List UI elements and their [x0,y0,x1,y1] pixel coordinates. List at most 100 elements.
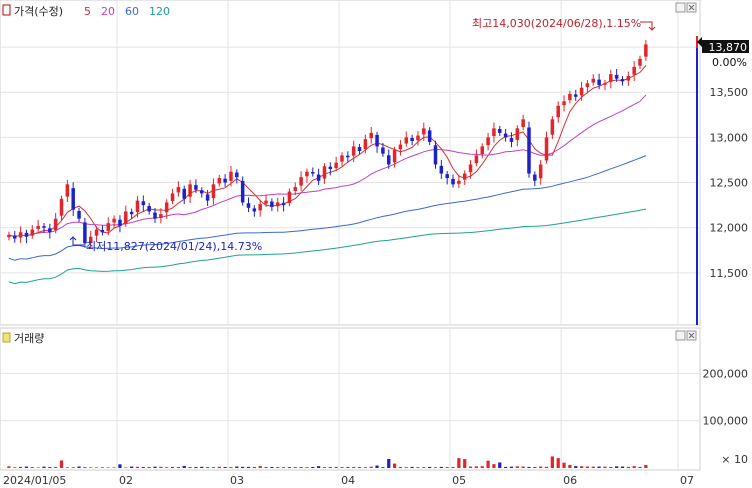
volume-bar [124,467,128,468]
candle-body [492,128,496,137]
candle-body [129,211,134,215]
candle-body [480,146,484,155]
x-tick-label: 06 [563,474,577,487]
volume-bar [211,467,216,468]
candle-body [100,229,105,233]
low-annotation: 최저11,827(2024/01/24),14.73% [86,240,262,253]
volume-bar [474,466,479,468]
volume-bar [422,467,426,468]
volume-bar [305,467,309,468]
candle-body [211,184,216,199]
candle-body [170,193,175,202]
candle-body [106,223,111,231]
candle-body [375,134,379,147]
candle-body [538,164,543,179]
volume-bar [644,465,648,468]
volume-bar [317,466,321,468]
volume-tick-label: 200,000 [703,367,749,380]
volume-bar [515,466,519,468]
volume-bar [550,456,554,468]
volume-bar [504,466,508,468]
change-percent: 0.00% [712,56,747,69]
minimize-panel-button[interactable] [675,330,686,341]
volume-bar [416,467,420,468]
candle-body [275,202,280,207]
volume-bar [346,467,350,468]
volume-bar [398,466,403,468]
volume-bar [457,458,461,468]
volume-bar [194,467,198,468]
candle-body [18,232,23,238]
volume-bar [626,466,630,468]
candle-body [316,174,321,181]
volume-bar [118,464,122,468]
candle-body [644,44,648,57]
candle-body [556,105,560,118]
price-tick-label: 11,500 [710,267,749,280]
volume-bar [176,466,180,468]
volume-bar [392,463,397,468]
candle-body [351,146,356,156]
volume-bar [59,460,64,468]
volume-bar [311,467,315,468]
candle-body [30,229,35,236]
candle-body [638,58,642,66]
candle-body [579,87,584,96]
candle-body [474,155,479,164]
volume-bar [591,466,595,468]
volume-bar [112,467,116,468]
candle-body [24,232,29,237]
candle-body [445,174,449,179]
candle-body [363,139,368,150]
volume-bar [42,466,46,468]
price-tick-label: 12,500 [710,177,749,190]
volume-bar [281,467,286,468]
candle-body [416,135,420,141]
ma-60-label: 60 [125,5,139,18]
volume-bar [615,466,619,468]
volume-tick-label: 100,000 [703,415,749,428]
candle-body [609,74,613,82]
volume-bar [480,466,484,468]
volume-bar [30,467,34,468]
volume-bar [527,466,531,468]
x-tick-label: 03 [230,474,244,487]
volume-bar [153,466,157,468]
volume-bar [579,466,584,468]
x-tick-label: 07 [680,474,694,487]
candle-body [71,188,75,210]
candle-body [486,137,490,146]
volume-bar [492,464,496,468]
ma-120-line [8,208,646,285]
volume-axis: 200,000 100,000 [703,367,749,427]
candle-body [83,222,87,244]
volume-bar [299,467,303,468]
volume-bar [428,466,432,468]
candle-body [217,178,222,184]
candle-body [550,119,555,135]
volume-bar [48,467,52,468]
volume-bar [293,467,297,468]
volume-bar [439,466,443,468]
volume-bar [638,466,642,468]
candlestick-series [7,39,648,248]
candle-body [141,201,146,206]
candle-body [112,218,116,223]
candle-body [135,200,140,213]
candle-body [159,214,163,218]
volume-bar [568,464,572,468]
volume-bar [363,467,367,468]
ma-5-line [8,65,647,238]
candle-body [205,194,210,201]
candle-body [439,165,444,174]
candle-body [246,203,251,208]
price-panel-controls[interactable] [675,2,697,13]
volume-bar [369,466,373,468]
candle-body [305,171,309,177]
volume-unit: × 10 [721,453,748,466]
volume-bar [585,466,590,468]
volume-panel-controls[interactable] [675,330,697,341]
ma-60-line [8,155,647,261]
minimize-panel-button[interactable] [675,2,686,13]
candle-body [614,74,619,79]
